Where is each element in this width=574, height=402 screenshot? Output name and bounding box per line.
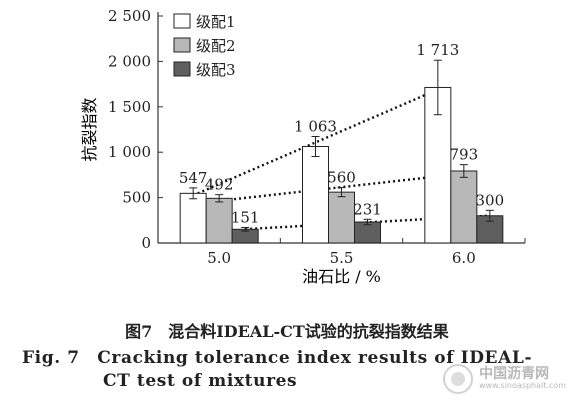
- watermark-name: 中国沥青网: [479, 366, 550, 383]
- bar: [205, 197, 233, 244]
- data-label: 492: [205, 176, 234, 194]
- legend-swatch: [173, 13, 191, 29]
- data-label: 560: [327, 169, 356, 187]
- bar-group: 547 1 063 1 713 492 560 793 151 231 300: [179, 41, 505, 244]
- x-tick-label: 5.5: [330, 249, 354, 267]
- data-label: 1 063: [294, 117, 337, 135]
- y-tick-label: 1 000: [108, 143, 151, 161]
- watermark: 中国沥青网 www.sinoasphalt.com: [443, 364, 566, 394]
- watermark-logo-icon: [443, 364, 474, 394]
- data-label: 547: [179, 169, 208, 187]
- cracking-index-chart: 0 500 1 000 1 500 2 000 2 500 5.0 5.5 6.0 547 1 0…: [80, 7, 526, 286]
- bar: [328, 191, 355, 244]
- data-label: 231: [353, 200, 382, 218]
- bar: [302, 145, 329, 244]
- x-axis-label: 油石比 / %: [302, 267, 381, 286]
- trend-line: [245, 214, 490, 231]
- x-tick-label: 5.0: [207, 249, 231, 267]
- figure-caption-english-line1: Fig. 7 Cracking tolerance index results …: [22, 348, 533, 368]
- legend-label: 级配1: [196, 13, 236, 31]
- chart-legend: 级配1 级配2 级配3: [173, 13, 236, 79]
- data-label: 300: [476, 191, 505, 209]
- bar: [450, 170, 478, 244]
- y-axis-label: 抗裂指数: [80, 97, 99, 161]
- data-label: 151: [231, 208, 260, 226]
- figure-caption-chinese: 图7 混合料IDEAL-CT试验的抗裂指数结果: [125, 322, 449, 341]
- trend-line: [219, 172, 464, 203]
- bar: [179, 192, 207, 244]
- watermark-text: 中国沥青网 www.sinoasphalt.com: [479, 367, 566, 390]
- y-tick-label: 0: [141, 234, 151, 252]
- trend-lines: [192, 88, 490, 231]
- y-tick-label: 1 500: [108, 98, 151, 116]
- y-tick-label: 2 000: [108, 52, 151, 70]
- data-label: 1 713: [416, 41, 459, 59]
- figure-caption-english-line2: CT test of mixtures: [103, 371, 298, 391]
- watermark-url: www.sinoasphalt.com: [479, 381, 566, 391]
- y-tick-label: 2 500: [108, 7, 151, 25]
- legend-label: 级配2: [196, 37, 236, 55]
- legend-swatch: [173, 61, 191, 77]
- legend-swatch: [173, 37, 191, 53]
- data-label: 793: [450, 146, 479, 164]
- legend-label: 级配3: [196, 61, 236, 79]
- y-tick-label: 500: [122, 189, 151, 207]
- x-tick-label: 6.0: [452, 249, 476, 267]
- chart-axes: 0 500 1 000 1 500 2 000 2 500 5.0 5.5 6.0: [108, 7, 526, 267]
